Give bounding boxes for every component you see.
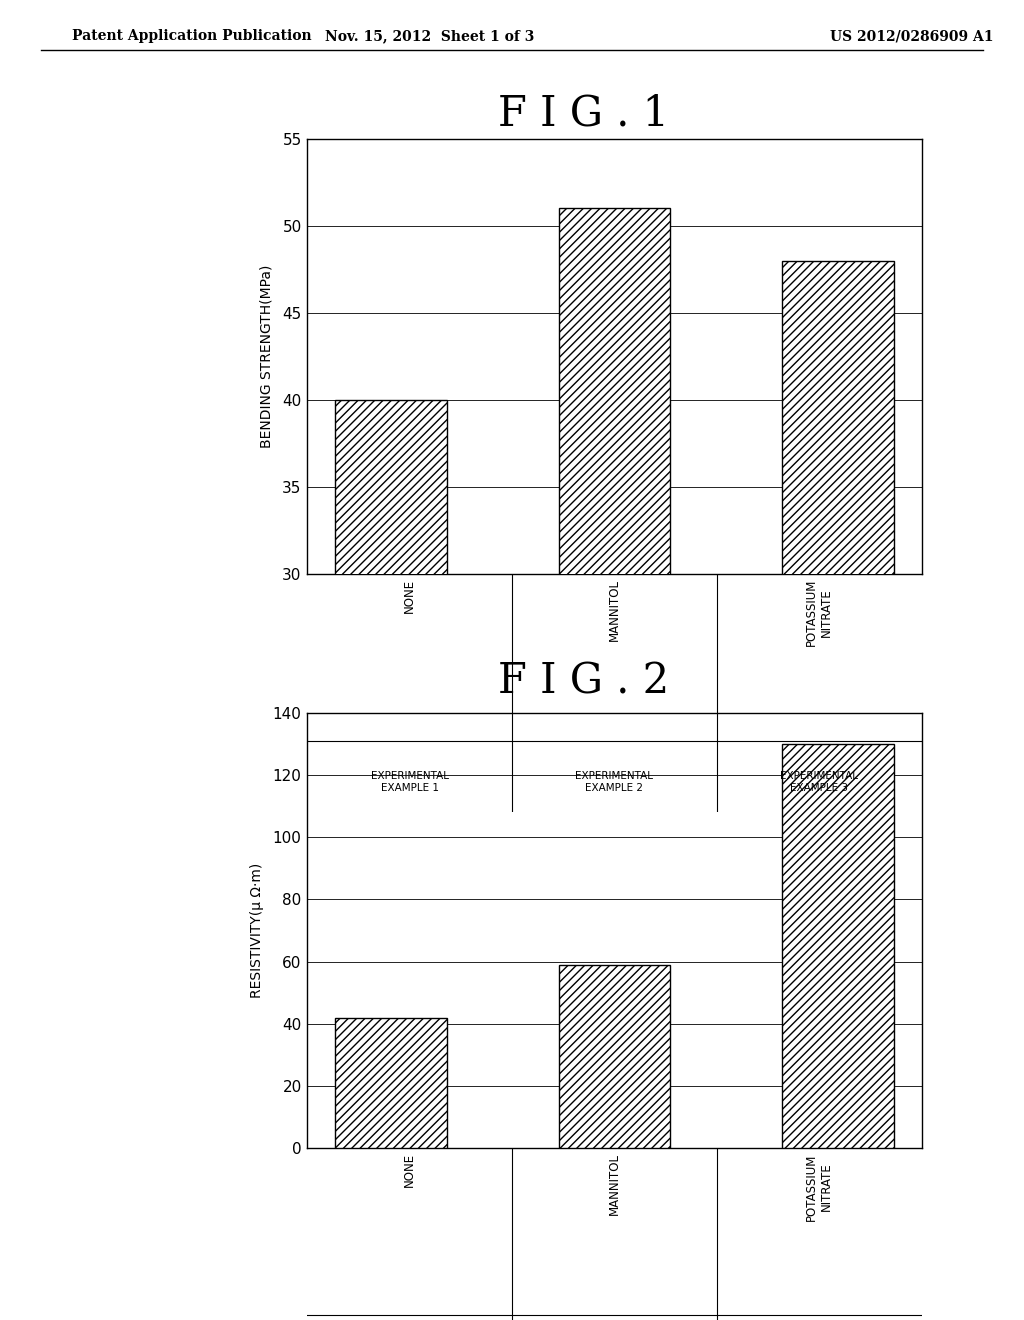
Text: EXPERIMENTAL
EXAMPLE 3: EXPERIMENTAL EXAMPLE 3 [780,771,858,793]
Text: EXPERIMENTAL
EXAMPLE 1: EXPERIMENTAL EXAMPLE 1 [371,771,449,793]
Text: NONE: NONE [403,1154,416,1187]
Text: F I G . 1: F I G . 1 [499,92,669,135]
Text: F I G . 2: F I G . 2 [498,660,670,702]
Y-axis label: BENDING STRENGTH(MPa): BENDING STRENGTH(MPa) [260,265,274,447]
Text: MANNITOL: MANNITOL [608,1154,621,1216]
Bar [335,400,446,1097]
Text: POTASSIUM
NITRATE: POTASSIUM NITRATE [805,579,834,647]
Bar [558,965,671,1148]
Bar [782,260,894,1097]
Text: US 2012/0286909 A1: US 2012/0286909 A1 [829,29,993,44]
Text: NONE: NONE [403,579,416,612]
Y-axis label: RESISTIVITY(μ Ω·m): RESISTIVITY(μ Ω·m) [251,863,264,998]
Text: EXPERIMENTAL
EXAMPLE 2: EXPERIMENTAL EXAMPLE 2 [575,771,653,793]
Text: Nov. 15, 2012  Sheet 1 of 3: Nov. 15, 2012 Sheet 1 of 3 [326,29,535,44]
Text: POTASSIUM
NITRATE: POTASSIUM NITRATE [805,1154,834,1221]
Bar [335,1018,446,1148]
Bar [558,209,671,1097]
Text: MANNITOL: MANNITOL [608,579,621,642]
Text: Patent Application Publication: Patent Application Publication [72,29,311,44]
Bar [782,744,894,1148]
